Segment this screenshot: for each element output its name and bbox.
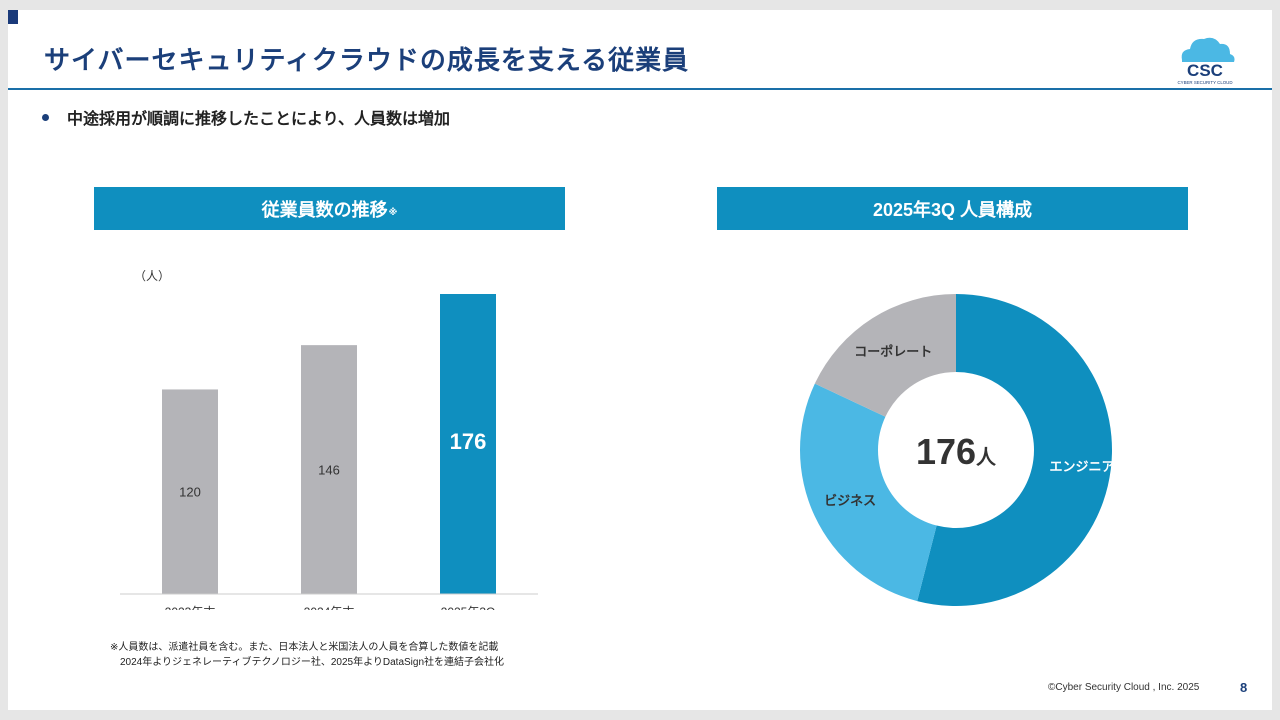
footnote-line-2: 2024年よりジェネレーティブテクノロジー社、2025年よりDataSign社を… <box>120 657 505 668</box>
slice-label-2: ビジネス <box>824 493 876 508</box>
footnote-line-1: ※人員数は、派遣社員を含む。また、日本法人と米国法人の人員を合算した数値を記載 <box>110 642 499 653</box>
bar-chart-title-mark: ※ <box>388 207 398 217</box>
bar-3 <box>440 294 496 594</box>
logo-subtext: CYBER SECURITY CLOUD <box>1177 80 1232 85</box>
y-axis-label: （人） <box>134 269 170 283</box>
donut-chart-title: 2025年3Q 人員構成 <box>872 199 1033 220</box>
slice-label-1: エンジニア <box>1049 459 1114 474</box>
footnote: ※人員数は、派遣社員を含む。また、日本法人と米国法人の人員を合算した数値を記載 … <box>110 640 504 670</box>
title-rule <box>8 88 1272 90</box>
bullet-dot <box>42 113 49 121</box>
x-tick-label-1: 2023年末 <box>165 605 216 610</box>
slice-label-3: コーポレート <box>854 344 932 359</box>
x-tick-label-2: 2024年末 <box>304 605 355 610</box>
donut-center-unit: 人 <box>976 446 997 469</box>
bar-value-label-1: 120 <box>179 485 201 500</box>
company-logo: CSC CYBER SECURITY CLOUD <box>1177 37 1235 85</box>
donut-center-value: 176 <box>916 431 976 472</box>
slide: サイバーセキュリティクラウドの成長を支える従業員 CSC CYBER SECUR… <box>8 10 1272 710</box>
cloud-icon <box>1181 37 1235 62</box>
logo-text: CSC <box>1187 61 1223 80</box>
bar-chart-title: 従業員数の推移 <box>261 199 388 220</box>
donut-slice-3 <box>814 294 956 417</box>
page-number: 8 <box>1240 680 1248 695</box>
summary-text: 中途採用が順調に推移したことにより、人員数は増加 <box>67 111 451 128</box>
bar-chart-header: 従業員数の推移 ※ <box>94 187 565 230</box>
donut-slice-1 <box>917 294 1112 606</box>
donut-center-label: 176人 <box>916 431 997 472</box>
summary-bullet: 中途採用が順調に推移したことにより、人員数は増加 <box>42 105 450 129</box>
bar-1 <box>162 389 218 594</box>
bar-2 <box>301 345 357 594</box>
page-title: サイバーセキュリティクラウドの成長を支える従業員 <box>44 45 690 75</box>
bar-value-label-2: 146 <box>318 463 340 478</box>
x-tick-label-3: 2025年3Q <box>441 605 496 610</box>
bar-chart: （人） 120 2023年末 146 2024年末 176 2025年3Q <box>120 269 538 610</box>
copyright: ©Cyber Security Cloud , Inc. 2025 <box>1048 682 1200 693</box>
donut-slice-2 <box>800 383 937 602</box>
corner-mark <box>8 10 18 24</box>
bar-value-label-3: 176 <box>450 429 487 454</box>
donut-chart-header: 2025年3Q 人員構成 <box>717 187 1188 230</box>
